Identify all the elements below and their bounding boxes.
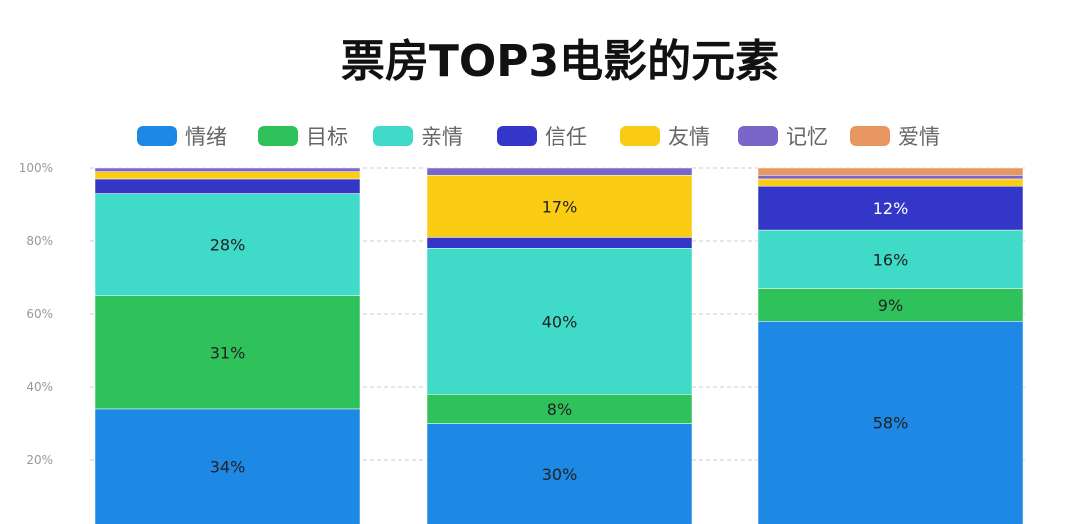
data-label: 17%	[542, 197, 578, 216]
data-label: 12%	[873, 199, 909, 218]
data-label: 58%	[873, 414, 909, 433]
legend-label: 亲情	[421, 125, 463, 149]
bar-segment	[757, 288, 1024, 322]
bar-segment	[426, 394, 693, 424]
legend-swatch	[137, 126, 177, 146]
bar-segment	[426, 167, 693, 176]
legend-label: 友情	[668, 125, 710, 149]
legend-item[interactable]: 爱情	[850, 125, 940, 149]
legend-label: 爱情	[898, 125, 940, 149]
y-tick-label: 40%	[26, 380, 53, 394]
data-label: 30%	[542, 465, 578, 484]
bar-segment	[426, 248, 693, 395]
data-label: 34%	[210, 457, 246, 476]
legend[interactable]: 情绪 目标 亲情 信任 友情 记忆 爱情	[137, 125, 940, 149]
legend-swatch	[258, 126, 298, 146]
legend-swatch	[497, 126, 537, 146]
data-label: 31%	[210, 343, 246, 362]
y-tick-label: 20%	[26, 453, 53, 467]
bar-segment	[94, 171, 361, 180]
legend-swatch	[738, 126, 778, 146]
legend-item[interactable]: 亲情	[373, 125, 463, 149]
data-label: 40%	[542, 312, 578, 331]
y-tick-label: 100%	[19, 161, 53, 175]
data-label: 16%	[873, 250, 909, 269]
chart-title: 票房TOP3电影的元素	[341, 36, 779, 87]
legend-swatch	[620, 126, 660, 146]
legend-item[interactable]: 信任	[497, 125, 587, 149]
legend-item[interactable]: 目标	[258, 125, 348, 149]
bar-segment	[94, 408, 361, 524]
data-label: 28%	[210, 236, 246, 255]
bar-segment	[426, 175, 693, 238]
bar-segment	[94, 295, 361, 410]
y-tick-label: 80%	[26, 234, 53, 248]
legend-swatch	[850, 126, 890, 146]
bar-segment	[757, 175, 1024, 180]
bar-segment	[757, 229, 1024, 289]
legend-item[interactable]: 友情	[620, 125, 710, 149]
bars: 34% 31% 28% 30% 8% 40% 17% 58% 9% 16% 12%	[94, 167, 1024, 524]
bar-segment	[757, 167, 1024, 176]
bar-segment	[757, 186, 1024, 231]
y-tick-label: 60%	[26, 307, 53, 321]
legend-label: 目标	[306, 125, 348, 149]
bar-segment	[94, 167, 361, 172]
data-label: 9%	[878, 296, 903, 315]
bar-segment	[757, 178, 1024, 187]
data-label: 8%	[547, 400, 572, 419]
bar-segment	[426, 423, 693, 524]
bar-segment	[757, 321, 1024, 524]
legend-label: 情绪	[185, 125, 227, 149]
bar-segment	[94, 178, 361, 194]
legend-item[interactable]: 情绪	[137, 125, 227, 149]
bar-segment	[94, 193, 361, 296]
legend-label: 记忆	[786, 125, 828, 149]
legend-item[interactable]: 记忆	[738, 125, 828, 149]
bar-segment	[426, 237, 693, 249]
legend-swatch	[373, 126, 413, 146]
legend-label: 信任	[545, 125, 587, 149]
